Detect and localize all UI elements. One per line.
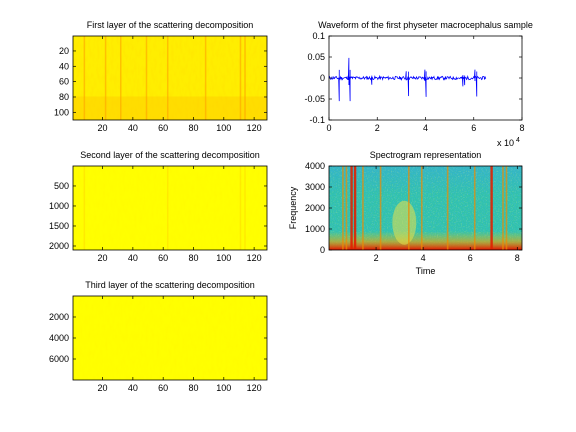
waveform-xtick-label: 6 [471,123,476,133]
spectrogram-xlabel: Time [416,266,436,276]
layer1-xtick-label: 60 [158,123,168,133]
spectrogram-xtick-label: 4 [421,253,426,263]
layer3-ytick-label: 6000 [49,354,69,364]
waveform-xtick-label: 8 [519,123,524,133]
spectrogram-ylabel: Frequency [288,186,298,229]
waveform-x-multiplier-exponent: 4 [516,137,520,144]
layer1-ytick-label: 100 [54,107,69,117]
spectrogram-panel: 2 4 6 8 0 1000 2000 3000 4000 Time Frequency Spectr… [288,150,523,276]
layer1-xtick-label: 100 [216,123,231,133]
waveform-ytick-label: -0.1 [309,115,325,125]
layer2-panel: 20 40 60 80 100 120 500 1000 1500 2000 Second laye… [49,150,268,263]
spectrogram-xtick-label: 8 [515,253,520,263]
spectrogram-heatmap-lowfreq [329,231,522,250]
layer2-ytick-label: 1000 [49,201,69,211]
layer1-xtick-label: 40 [128,123,138,133]
layer1-ytick-label: 20 [59,46,69,56]
layer2-heatmap-column [239,166,242,250]
layer2-ytick-label: 500 [54,181,69,191]
spectrogram-click-band [490,166,493,250]
layer1-heatmap-column [239,36,242,120]
waveform-series-line [328,57,487,102]
spectrogram-title: Spectrogram representation [370,150,482,160]
layer2-axes-frame [72,165,268,251]
layer3-heatmap-texture [73,296,267,380]
layer3-ytick-label: 2000 [49,312,69,322]
layer2-xtick-label: 40 [128,253,138,263]
layer2-heatmap-column [244,166,246,250]
layer2-heatmap-column [83,166,86,250]
spectrogram-click-band [446,166,449,250]
layer1-heatmap-column [244,36,246,120]
layer2-xtick-label: 60 [158,253,168,263]
layer3-xtick-label: 120 [247,383,262,393]
layer1-heatmap-column [204,36,207,120]
waveform-title: Waveform of the first physeter macroceph… [318,20,533,30]
layer2-heatmap-column [166,166,169,250]
layer2-xtick-label: 100 [216,253,231,263]
layer1-panel: 20 40 60 80 100 120 20 40 60 80 100 First layer of … [54,20,268,133]
spectrogram-ytick-label: 4000 [305,161,325,171]
layer3-xtick-label: 60 [158,383,168,393]
spectrogram-heatmap-burst [392,200,417,245]
layer1-heatmap-column [145,36,148,120]
layer3-xtick-label: 40 [128,383,138,393]
layer1-xtick-label: 80 [188,123,198,133]
layer2-ytick-label: 1500 [49,221,69,231]
spectrogram-heatmap [329,166,522,250]
layer1-xtick-label: 120 [247,123,262,133]
layer2-xtick-label: 120 [247,253,262,263]
spectrogram-ytick-label: 2000 [305,203,325,213]
spectrogram-ytick-label: 0 [320,245,325,255]
waveform-ytick-label: -0.05 [304,94,325,104]
waveform-ytick-label: 0.05 [307,52,325,62]
spectrogram-click-band [473,166,476,250]
layer2-title: Second layer of the scattering decomposi… [80,150,260,160]
spectrogram-ytick-label: 1000 [305,224,325,234]
layer1-heatmap-column [83,36,86,120]
layer1-heatmap-column [104,36,107,120]
spectrogram-xtick-label: 6 [468,253,473,263]
spectrogram-click-band [350,166,353,250]
waveform-ytick-label: 0.1 [312,31,325,41]
spectrogram-ytick-label: 3000 [305,182,325,192]
spectrogram-click-band [379,166,382,250]
spectrogram-click-band [342,166,344,250]
spectrogram-click-band [408,166,410,250]
layer1-xtick-label: 20 [98,123,108,133]
layer1-heatmap-column [119,36,122,120]
layer2-xtick-label: 20 [98,253,108,263]
layer3-xtick-label: 80 [188,383,198,393]
layer3-panel: 20 40 60 80 100 120 2000 4000 6000 Third layer of… [49,280,268,393]
waveform-xtick-label: 2 [375,123,380,133]
spectrogram-click-band [502,166,504,250]
layer3-ytick-label: 4000 [49,333,69,343]
layer1-title: First layer of the scattering decomposit… [87,20,254,30]
layer2-heatmap-texture [73,166,267,250]
waveform-x-multiplier: x 10 [497,138,514,148]
layer3-title: Third layer of the scattering decomposit… [85,280,255,290]
layer1-heatmap-column [166,36,169,120]
waveform-xtick-label: 0 [326,123,331,133]
waveform-xtick-label: 4 [423,123,428,133]
spectrogram-click-band [353,166,357,250]
waveform-ytick-label: 0 [320,73,325,83]
spectrogram-click-band [420,166,423,250]
layer3-xtick-label: 100 [216,383,231,393]
layer1-ytick-label: 60 [59,77,69,87]
layer2-ytick-label: 2000 [49,241,69,251]
layer1-axes-frame [72,35,268,121]
layer1-heatmap-lowband [73,96,267,120]
layer1-ytick-label: 40 [59,61,69,71]
layer1-ytick-label: 80 [59,92,69,102]
spectrogram-xtick-label: 2 [374,253,379,263]
layer2-xtick-label: 80 [188,253,198,263]
spectrogram-click-band [345,166,348,250]
spectrogram-click-band [505,166,508,250]
spectrogram-click-band [362,166,364,250]
layer3-xtick-label: 20 [98,383,108,393]
